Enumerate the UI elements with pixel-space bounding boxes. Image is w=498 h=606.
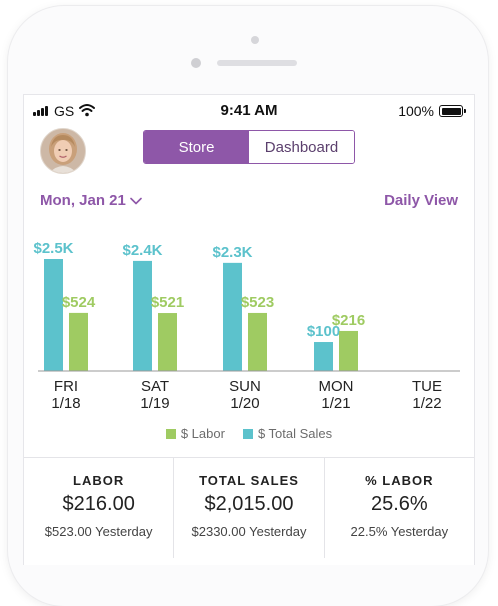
data-label-labor: $523 bbox=[241, 294, 274, 311]
store-dashboard-toggle: Store Dashboard bbox=[143, 130, 355, 164]
stat-total-sales: TOTAL SALES $2,015.00 $2330.00 Yesterday bbox=[173, 458, 323, 558]
stat-value: $216.00 bbox=[62, 493, 135, 515]
stat-value: 25.6% bbox=[370, 493, 428, 515]
speaker-grille bbox=[217, 60, 297, 66]
tab-dashboard[interactable]: Dashboard bbox=[249, 131, 354, 163]
x-tick-date: 1/21 bbox=[321, 395, 350, 412]
legend-swatch-labor bbox=[165, 428, 176, 439]
date-label: Mon, Jan 21 bbox=[40, 192, 126, 209]
x-tick-day: SUN bbox=[229, 378, 261, 395]
bar-labor[interactable] bbox=[339, 330, 358, 371]
battery-percent: 100% bbox=[398, 103, 434, 119]
stat-value: $2,015.00 bbox=[204, 493, 294, 515]
daily-view-button[interactable]: Daily View bbox=[384, 192, 458, 209]
stat-yesterday: $2330.00 Yesterday bbox=[191, 524, 307, 539]
x-tick-date: 1/19 bbox=[140, 395, 169, 412]
data-label-total-sales: $2.3K bbox=[212, 244, 252, 261]
stat-percent-labor: % LABOR 25.6% 22.5% Yesterday bbox=[323, 458, 474, 558]
x-tick-date: 1/20 bbox=[230, 395, 259, 412]
stat-label: % LABOR bbox=[365, 473, 434, 488]
date-selector[interactable]: Mon, Jan 21 bbox=[40, 192, 142, 209]
data-label-labor: $216 bbox=[332, 312, 365, 329]
signal-icon bbox=[33, 106, 49, 116]
data-label-labor: $524 bbox=[62, 294, 96, 311]
bar-total-sales[interactable] bbox=[223, 262, 242, 371]
camera-dot bbox=[251, 36, 259, 44]
stat-labor: LABOR $216.00 $523.00 Yesterday bbox=[24, 458, 173, 558]
data-label-total-sales: $2.4K bbox=[122, 242, 162, 259]
legend-label-sales: $ Total Sales bbox=[257, 426, 333, 441]
legend-item-labor: $ Labor bbox=[165, 426, 225, 441]
data-label-total-sales: $100 bbox=[307, 323, 340, 340]
legend-label-labor: $ Labor bbox=[180, 426, 225, 441]
bar-labor[interactable] bbox=[158, 313, 177, 371]
chart-legend: $ Labor $ Total Sales bbox=[24, 426, 474, 441]
stat-yesterday: $523.00 Yesterday bbox=[44, 524, 153, 539]
data-label-total-sales: $2.5K bbox=[33, 240, 73, 257]
chevron-down-icon bbox=[130, 197, 142, 204]
tab-store[interactable]: Store bbox=[144, 131, 249, 163]
x-tick-day: TUE bbox=[412, 378, 442, 395]
avatar-photo bbox=[41, 129, 85, 173]
stat-label: LABOR bbox=[73, 473, 125, 488]
app-screen: GS 9:41 AM 100% Store Dashboard Mon, Jan… bbox=[23, 94, 475, 565]
legend-swatch-sales bbox=[242, 428, 253, 439]
x-tick-day: FRI bbox=[54, 378, 78, 395]
front-camera bbox=[191, 58, 201, 68]
stat-label: TOTAL SALES bbox=[199, 473, 299, 488]
status-bar: GS 9:41 AM 100% bbox=[24, 95, 474, 125]
x-tick-day: SAT bbox=[141, 378, 169, 395]
status-time: 9:41 AM bbox=[220, 102, 278, 119]
battery-icon bbox=[439, 105, 466, 117]
bar-labor[interactable] bbox=[248, 312, 267, 371]
stats-panel: LABOR $216.00 $523.00 Yesterday TOTAL SA… bbox=[24, 457, 474, 558]
bar-total-sales[interactable] bbox=[314, 342, 333, 371]
stat-yesterday: 22.5% Yesterday bbox=[350, 524, 449, 539]
bar-total-sales[interactable] bbox=[133, 260, 152, 371]
wifi-icon bbox=[79, 104, 95, 117]
legend-item-sales: $ Total Sales bbox=[242, 426, 333, 441]
x-tick-date: 1/18 bbox=[51, 395, 80, 412]
data-label-labor: $521 bbox=[151, 294, 184, 311]
x-tick-day: MON bbox=[319, 378, 354, 395]
bar-labor[interactable] bbox=[69, 312, 88, 371]
x-tick-date: 1/22 bbox=[412, 395, 441, 412]
avatar[interactable] bbox=[40, 128, 86, 174]
bar-total-sales[interactable] bbox=[44, 259, 63, 371]
carrier-label: GS bbox=[54, 103, 75, 119]
